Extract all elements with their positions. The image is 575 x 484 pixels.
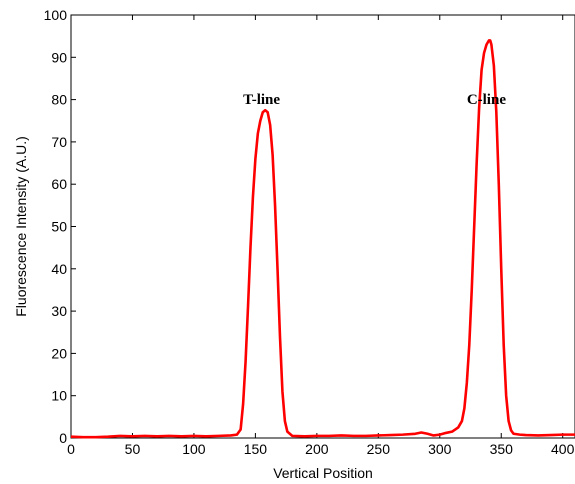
annotations: T-line C-line [243,92,506,108]
y-tick-label: 70 [51,134,67,150]
x-tick-label: 200 [305,441,329,457]
annotation-c-line: C-line [467,92,507,108]
y-tick-label: 60 [51,176,67,192]
x-tick-label: 400 [551,441,575,457]
x-tick-label: 350 [490,441,514,457]
y-axis-title: Fluorescence Intensity (A.U.) [13,136,29,317]
y-tick-label: 40 [51,261,67,277]
y-tick-label: 30 [51,303,67,319]
plot-area [70,14,575,439]
x-tick-label: 250 [367,441,391,457]
y-tick-label: 0 [59,430,67,446]
x-axis-title: Vertical Position [273,465,373,481]
annotation-t-line: T-line [243,92,280,108]
x-tick-label: 0 [67,441,75,457]
series-line [70,39,575,439]
y-tick-label: 50 [51,219,67,235]
x-tick-label: 50 [125,441,141,457]
y-tick-label: 20 [51,345,67,361]
y-tick-label: 100 [44,7,68,23]
x-tick-label: 300 [428,441,452,457]
y-tick-label: 10 [51,388,67,404]
y-axis: 0 10 20 30 40 50 60 70 80 90 100 [44,7,76,446]
y-tick-label: 80 [51,92,67,108]
x-axis: 0 50 100 150 200 250 300 350 400 [67,15,575,457]
y-tick-label: 90 [51,49,67,65]
x-tick-label: 100 [182,441,206,457]
x-tick-label: 150 [244,441,268,457]
